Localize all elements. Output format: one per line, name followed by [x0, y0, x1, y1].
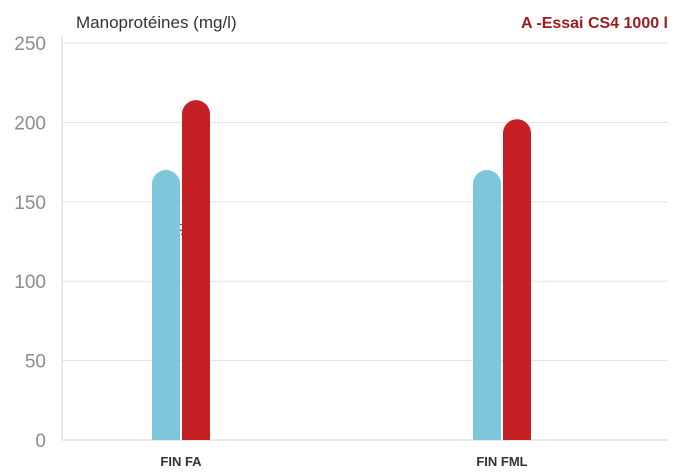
y-tick-label: 250 [14, 34, 46, 55]
y-tick-label: 100 [14, 272, 46, 293]
label-layer: 0 50 100 150 200 250 FIN FA FIN FML [14, 34, 527, 469]
y-axis-title: Manoprotéines (mg/l) [76, 13, 237, 32]
bar-fin-fa-s1 [152, 170, 180, 440]
y-tick-label: 200 [14, 113, 46, 134]
x-category-label: FIN FA [160, 454, 202, 469]
y-tick-label: 0 [35, 431, 46, 452]
x-category-label: FIN FML [476, 454, 527, 469]
bar-fin-fml-s1 [473, 170, 501, 440]
y-tick-label: 150 [14, 193, 46, 214]
chart-title: A -Essai CS4 1000 l [521, 15, 668, 32]
bar-fin-fml-s2 [503, 119, 531, 441]
bar-fin-fa-s2 [182, 100, 210, 441]
y-tick-label: 50 [25, 352, 46, 373]
bar-layer [152, 100, 531, 441]
